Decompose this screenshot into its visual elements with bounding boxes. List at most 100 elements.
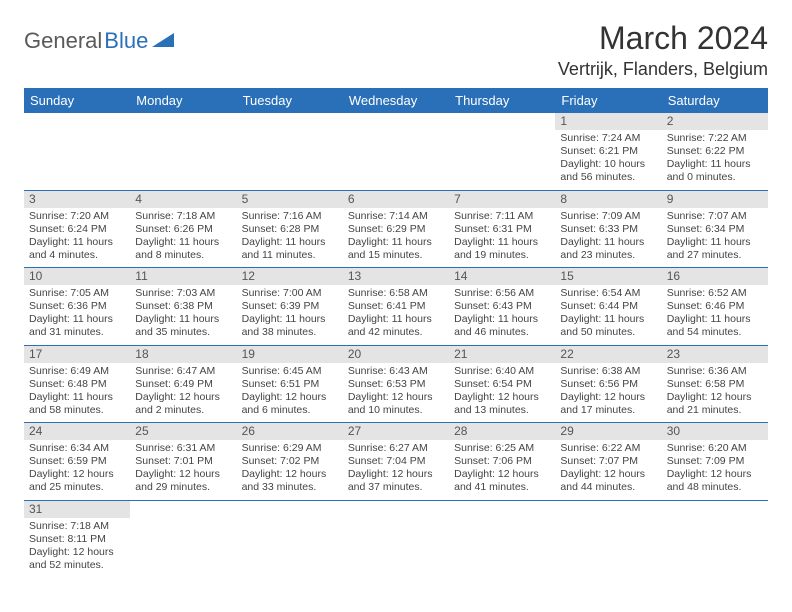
day-info: Sunrise: 6:31 AMSunset: 7:01 PMDaylight:…	[135, 442, 231, 495]
calendar-week-row: 1Sunrise: 7:24 AMSunset: 6:21 PMDaylight…	[24, 113, 768, 190]
logo-text-general: General	[24, 28, 102, 54]
sunset-text: Sunset: 6:29 PM	[348, 223, 444, 236]
weekday-header: Saturday	[662, 88, 768, 113]
day-number: 30	[662, 423, 768, 440]
calendar-day-cell: 28 Sunrise: 6:25 AMSunset: 7:06 PMDayligh…	[449, 423, 555, 501]
sunset-text: Sunset: 6:59 PM	[29, 455, 125, 468]
weekday-header: Sunday	[24, 88, 130, 113]
day-info: Sunrise: 7:24 AMSunset: 6:21 PMDaylight:…	[560, 132, 656, 185]
day-info: Sunrise: 6:25 AMSunset: 7:06 PMDaylight:…	[454, 442, 550, 495]
calendar-week-row: 24Sunrise: 6:34 AMSunset: 6:59 PMDayligh…	[24, 423, 768, 501]
header: GeneralBlue March 2024 Vertrijk, Flander…	[24, 20, 768, 80]
calendar-day-cell	[130, 113, 236, 190]
calendar-day-cell: 29Sunrise: 6:22 AMSunset: 7:07 PMDayligh…	[555, 423, 661, 501]
daylight-text: Daylight: 11 hours and 35 minutes.	[135, 313, 231, 339]
sunrise-text: Sunrise: 6:25 AM	[454, 442, 550, 455]
sunset-text: Sunset: 6:49 PM	[135, 378, 231, 391]
calendar-day-cell: 19 Sunrise: 6:45 AMSunset: 6:51 PMDayligh…	[237, 345, 343, 423]
calendar-day-cell: 25Sunrise: 6:31 AMSunset: 7:01 PMDayligh…	[130, 423, 236, 501]
calendar-day-cell: 14 Sunrise: 6:56 AMSunset: 6:43 PMDayligh…	[449, 268, 555, 346]
day-info: Sunrise: 6:29 AMSunset: 7:02 PMDaylight:…	[242, 442, 338, 495]
calendar-day-cell: 26Sunrise: 6:29 AMSunset: 7:02 PMDayligh…	[237, 423, 343, 501]
sunrise-text: Sunrise: 7:03 AM	[135, 287, 231, 300]
sunset-text: Sunset: 6:36 PM	[29, 300, 125, 313]
weekday-header: Tuesday	[237, 88, 343, 113]
calendar-day-cell: 16Sunrise: 6:52 AMSunset: 6:46 PMDayligh…	[662, 268, 768, 346]
calendar-day-cell	[343, 113, 449, 190]
day-info: Sunrise: 7:18 AMSunset: 8:11 PMDaylight:…	[29, 520, 125, 573]
sunrise-text: Sunrise: 6:31 AM	[135, 442, 231, 455]
calendar-day-cell: 6Sunrise: 7:14 AMSunset: 6:29 PMDaylight…	[343, 190, 449, 268]
day-info: Sunrise: 7:22 AMSunset: 6:22 PMDaylight:…	[667, 132, 763, 185]
daylight-text: Daylight: 12 hours and 21 minutes.	[667, 391, 763, 417]
daylight-text: Daylight: 11 hours and 15 minutes.	[348, 236, 444, 262]
day-number: 28	[449, 423, 555, 440]
sunset-text: Sunset: 6:39 PM	[242, 300, 338, 313]
sunset-text: Sunset: 6:22 PM	[667, 145, 763, 158]
daylight-text: Daylight: 12 hours and 25 minutes.	[29, 468, 125, 494]
sunrise-text: Sunrise: 7:11 AM	[454, 210, 550, 223]
sunrise-text: Sunrise: 6:56 AM	[454, 287, 550, 300]
day-number: 31	[24, 501, 130, 518]
sunrise-text: Sunrise: 6:49 AM	[29, 365, 125, 378]
day-number: 8	[555, 191, 661, 208]
sunset-text: Sunset: 7:09 PM	[667, 455, 763, 468]
sunset-text: Sunset: 6:38 PM	[135, 300, 231, 313]
sunset-text: Sunset: 7:02 PM	[242, 455, 338, 468]
sunrise-text: Sunrise: 6:52 AM	[667, 287, 763, 300]
sunrise-text: Sunrise: 7:18 AM	[135, 210, 231, 223]
sunrise-text: Sunrise: 6:29 AM	[242, 442, 338, 455]
sunset-text: Sunset: 6:21 PM	[560, 145, 656, 158]
daylight-text: Daylight: 11 hours and 54 minutes.	[667, 313, 763, 339]
calendar-day-cell	[662, 500, 768, 577]
day-info: Sunrise: 7:09 AMSunset: 6:33 PMDaylight:…	[560, 210, 656, 263]
day-number: 18	[130, 346, 236, 363]
calendar-day-cell	[237, 113, 343, 190]
sunset-text: Sunset: 6:53 PM	[348, 378, 444, 391]
sunrise-text: Sunrise: 6:40 AM	[454, 365, 550, 378]
day-number: 14	[449, 268, 555, 285]
sunrise-text: Sunrise: 7:05 AM	[29, 287, 125, 300]
day-info: Sunrise: 6:20 AMSunset: 7:09 PMDaylight:…	[667, 442, 763, 495]
daylight-text: Daylight: 11 hours and 27 minutes.	[667, 236, 763, 262]
calendar-day-cell: 24Sunrise: 6:34 AMSunset: 6:59 PMDayligh…	[24, 423, 130, 501]
day-info: Sunrise: 6:36 AMSunset: 6:58 PMDaylight:…	[667, 365, 763, 418]
sunrise-text: Sunrise: 7:22 AM	[667, 132, 763, 145]
calendar-day-cell: 4Sunrise: 7:18 AMSunset: 6:26 PMDaylight…	[130, 190, 236, 268]
day-number: 6	[343, 191, 449, 208]
calendar-day-cell: 23Sunrise: 6:36 AMSunset: 6:58 PMDayligh…	[662, 345, 768, 423]
calendar-day-cell: 12Sunrise: 7:00 AMSunset: 6:39 PMDayligh…	[237, 268, 343, 346]
day-info: Sunrise: 7:00 AMSunset: 6:39 PMDaylight:…	[242, 287, 338, 340]
day-info: Sunrise: 6:45 AMSunset: 6:51 PMDaylight:…	[242, 365, 338, 418]
day-number: 19	[237, 346, 343, 363]
daylight-text: Daylight: 11 hours and 42 minutes.	[348, 313, 444, 339]
day-info: Sunrise: 6:56 AMSunset: 6:43 PMDaylight:…	[454, 287, 550, 340]
sunset-text: Sunset: 6:34 PM	[667, 223, 763, 236]
calendar-day-cell: 20Sunrise: 6:43 AMSunset: 6:53 PMDayligh…	[343, 345, 449, 423]
daylight-text: Daylight: 12 hours and 6 minutes.	[242, 391, 338, 417]
sunrise-text: Sunrise: 7:18 AM	[29, 520, 125, 533]
day-number: 20	[343, 346, 449, 363]
calendar-day-cell	[343, 500, 449, 577]
calendar-week-row: 10Sunrise: 7:05 AMSunset: 6:36 PMDayligh…	[24, 268, 768, 346]
calendar-day-cell: 27Sunrise: 6:27 AMSunset: 7:04 PMDayligh…	[343, 423, 449, 501]
sunset-text: Sunset: 7:07 PM	[560, 455, 656, 468]
calendar-day-cell: 2Sunrise: 7:22 AMSunset: 6:22 PMDaylight…	[662, 113, 768, 190]
logo: GeneralBlue	[24, 20, 174, 54]
day-info: Sunrise: 7:03 AMSunset: 6:38 PMDaylight:…	[135, 287, 231, 340]
sunset-text: Sunset: 6:46 PM	[667, 300, 763, 313]
calendar-day-cell	[130, 500, 236, 577]
calendar-week-row: 31 Sunrise: 7:18 AMSunset: 8:11 PMDayligh…	[24, 500, 768, 577]
month-title: March 2024	[558, 20, 768, 57]
sunset-text: Sunset: 6:51 PM	[242, 378, 338, 391]
daylight-text: Daylight: 11 hours and 0 minutes.	[667, 158, 763, 184]
sunset-text: Sunset: 6:26 PM	[135, 223, 231, 236]
day-number: 3	[24, 191, 130, 208]
daylight-text: Daylight: 11 hours and 19 minutes.	[454, 236, 550, 262]
triangle-icon	[152, 31, 174, 52]
calendar-day-cell: 21Sunrise: 6:40 AMSunset: 6:54 PMDayligh…	[449, 345, 555, 423]
sunrise-text: Sunrise: 7:16 AM	[242, 210, 338, 223]
sunrise-text: Sunrise: 6:36 AM	[667, 365, 763, 378]
calendar-day-cell: 10Sunrise: 7:05 AMSunset: 6:36 PMDayligh…	[24, 268, 130, 346]
daylight-text: Daylight: 11 hours and 23 minutes.	[560, 236, 656, 262]
